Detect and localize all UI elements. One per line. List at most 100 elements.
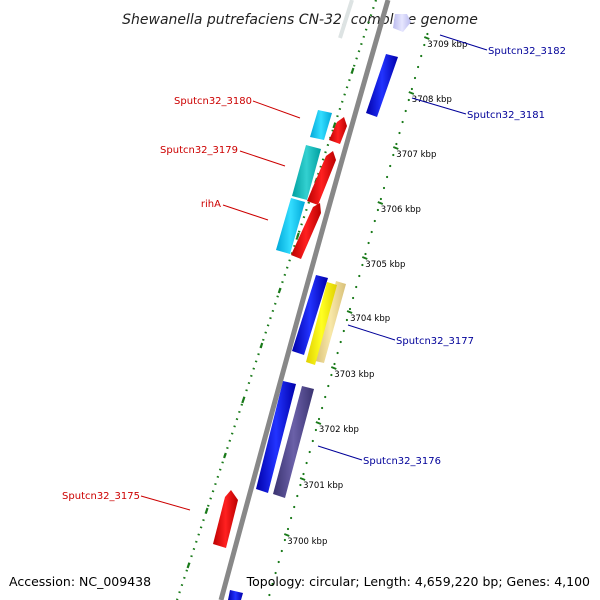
minor-tick	[361, 263, 364, 267]
minor-tick	[345, 318, 348, 322]
minor-tick	[404, 109, 407, 113]
minor-tick	[420, 54, 423, 58]
tick-label: 3705 kbp	[365, 260, 405, 270]
inner-major-tick	[241, 397, 246, 404]
minor-tick	[358, 274, 361, 278]
gene-sputcn32-3182[interactable]	[393, 14, 411, 32]
gene-label-sputcn32-3177: Sputcn32_3177	[396, 336, 474, 347]
gene-label-sputcn32-3181: Sputcn32_3181	[467, 110, 545, 121]
tick-label: 3706 kbp	[381, 205, 421, 215]
gene-riha[interactable]	[276, 198, 305, 254]
minor-tick	[271, 582, 274, 586]
gene-label-sputcn32-3175: Sputcn32_3175	[62, 491, 140, 502]
tick-label: 3709 kbp	[427, 40, 467, 50]
minor-tick	[336, 351, 339, 355]
major-tick	[361, 256, 368, 260]
gene-label-riha: rihA	[201, 199, 221, 210]
genome-backbone	[218, 0, 391, 600]
gene-sputcn32-3177-pale[interactable]	[315, 281, 346, 363]
major-tick	[315, 421, 322, 425]
major-tick	[283, 533, 290, 537]
inner-major-tick	[296, 232, 300, 239]
minor-tick	[293, 505, 296, 509]
gene-sputcn32-3179[interactable]	[292, 145, 321, 200]
minor-tick	[364, 252, 367, 256]
minor-tick	[407, 98, 410, 102]
gene-label-sputcn32-3179: Sputcn32_3179	[160, 145, 238, 156]
outer-pale-ring	[338, 0, 354, 39]
inner-major-tick	[186, 562, 191, 569]
minor-tick	[321, 406, 324, 410]
genes	[213, 14, 411, 600]
gene-label-sputcn32-3176: Sputcn32_3176	[363, 456, 441, 467]
minor-tick	[398, 131, 401, 135]
inner-major-tick	[277, 287, 282, 294]
minor-tick	[314, 428, 317, 432]
tick-label: 3704 kbp	[350, 314, 390, 324]
gene-sputcn32-3177[interactable]	[306, 282, 337, 365]
minor-tick	[410, 87, 413, 91]
inner-major-tick	[350, 67, 355, 74]
gene-sputcn32-3180[interactable]	[310, 110, 332, 140]
gene-sputcn32-3178[interactable]	[292, 275, 328, 355]
minor-tick	[311, 439, 314, 443]
map-title: Shewanella putrefaciens CN-32, complete …	[122, 12, 478, 28]
gene-sputcn32-3179-arrow[interactable]	[307, 151, 336, 205]
accession-text: Accession: NC_009438	[9, 574, 151, 589]
minor-tick	[277, 560, 280, 564]
minor-tick	[352, 296, 355, 300]
major-tick	[330, 366, 337, 370]
minor-tick	[342, 329, 345, 333]
tick-label: 3703 kbp	[334, 370, 374, 380]
minor-tick	[286, 527, 290, 531]
gene-sputcn32-3180-arrow[interactable]	[329, 117, 347, 144]
inner-major-tick	[332, 122, 337, 129]
minor-tick	[373, 219, 376, 223]
minor-tick	[379, 197, 382, 201]
tick-label: 3708 kbp	[412, 95, 452, 105]
major-tick	[423, 36, 430, 40]
minor-tick	[395, 142, 398, 146]
minor-tick	[339, 340, 342, 344]
inner-major-tick	[223, 452, 227, 459]
minor-tick	[401, 120, 404, 124]
minor-tick	[413, 76, 417, 80]
minor-tick	[348, 307, 352, 311]
topology-text: Topology: circular; Length: 4,659,220 bp…	[246, 574, 590, 589]
gene-bottom-partial[interactable]	[228, 590, 243, 600]
gene-sputcn32-3176a[interactable]	[256, 381, 296, 493]
minor-tick	[274, 571, 277, 575]
minor-tick	[423, 43, 426, 47]
minor-tick	[305, 461, 308, 465]
minor-tick	[370, 230, 373, 234]
minor-tick	[302, 472, 305, 476]
minor-tick	[330, 373, 333, 377]
gene-sputcn32-3176[interactable]	[273, 386, 314, 498]
minor-tick	[333, 362, 336, 366]
minor-tick	[389, 164, 392, 168]
minor-tick	[296, 494, 299, 498]
major-tick	[299, 477, 306, 481]
gene-sputcn32-3175[interactable]	[213, 490, 238, 548]
inner-major-tick	[204, 507, 209, 514]
minor-tick	[327, 384, 330, 388]
gene-riha-arrow[interactable]	[291, 203, 321, 259]
minor-tick	[290, 516, 293, 520]
minor-tick	[417, 65, 420, 69]
gene-label-sputcn32-3180: Sputcn32_3180	[174, 96, 252, 107]
major-tick	[392, 146, 399, 150]
minor-tick	[386, 175, 389, 179]
gene-sputcn32-3181[interactable]	[366, 54, 398, 117]
inner-major-tick	[259, 342, 264, 349]
minor-tick	[426, 32, 429, 36]
minor-tick	[376, 208, 379, 212]
minor-tick	[268, 593, 271, 597]
minor-tick	[308, 450, 311, 454]
minor-tick	[367, 241, 370, 245]
major-tick	[377, 201, 384, 205]
minor-tick	[392, 153, 395, 157]
minor-tick	[280, 549, 283, 553]
tick-label: 3700 kbp	[287, 537, 327, 547]
minor-tick	[382, 186, 386, 190]
